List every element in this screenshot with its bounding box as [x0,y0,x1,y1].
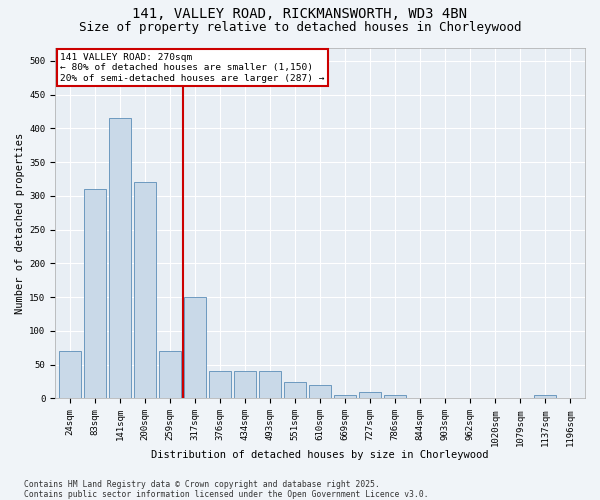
Bar [334,395,356,398]
Bar [310,385,331,398]
Bar [385,395,406,398]
Bar [535,395,556,398]
Bar [85,189,106,398]
Bar [184,297,206,398]
Bar [209,372,230,398]
Text: 141 VALLEY ROAD: 270sqm
← 80% of detached houses are smaller (1,150)
20% of semi: 141 VALLEY ROAD: 270sqm ← 80% of detache… [61,53,325,82]
X-axis label: Distribution of detached houses by size in Chorleywood: Distribution of detached houses by size … [151,450,489,460]
Bar [134,182,155,398]
Bar [59,351,80,399]
Text: Contains HM Land Registry data © Crown copyright and database right 2025.
Contai: Contains HM Land Registry data © Crown c… [24,480,428,499]
Bar [284,382,305,398]
Bar [160,351,181,399]
Bar [235,372,256,398]
Text: 141, VALLEY ROAD, RICKMANSWORTH, WD3 4BN: 141, VALLEY ROAD, RICKMANSWORTH, WD3 4BN [133,8,467,22]
Bar [259,372,281,398]
Y-axis label: Number of detached properties: Number of detached properties [15,132,25,314]
Text: Size of property relative to detached houses in Chorleywood: Size of property relative to detached ho… [79,21,521,34]
Bar [359,392,380,398]
Bar [109,118,131,398]
